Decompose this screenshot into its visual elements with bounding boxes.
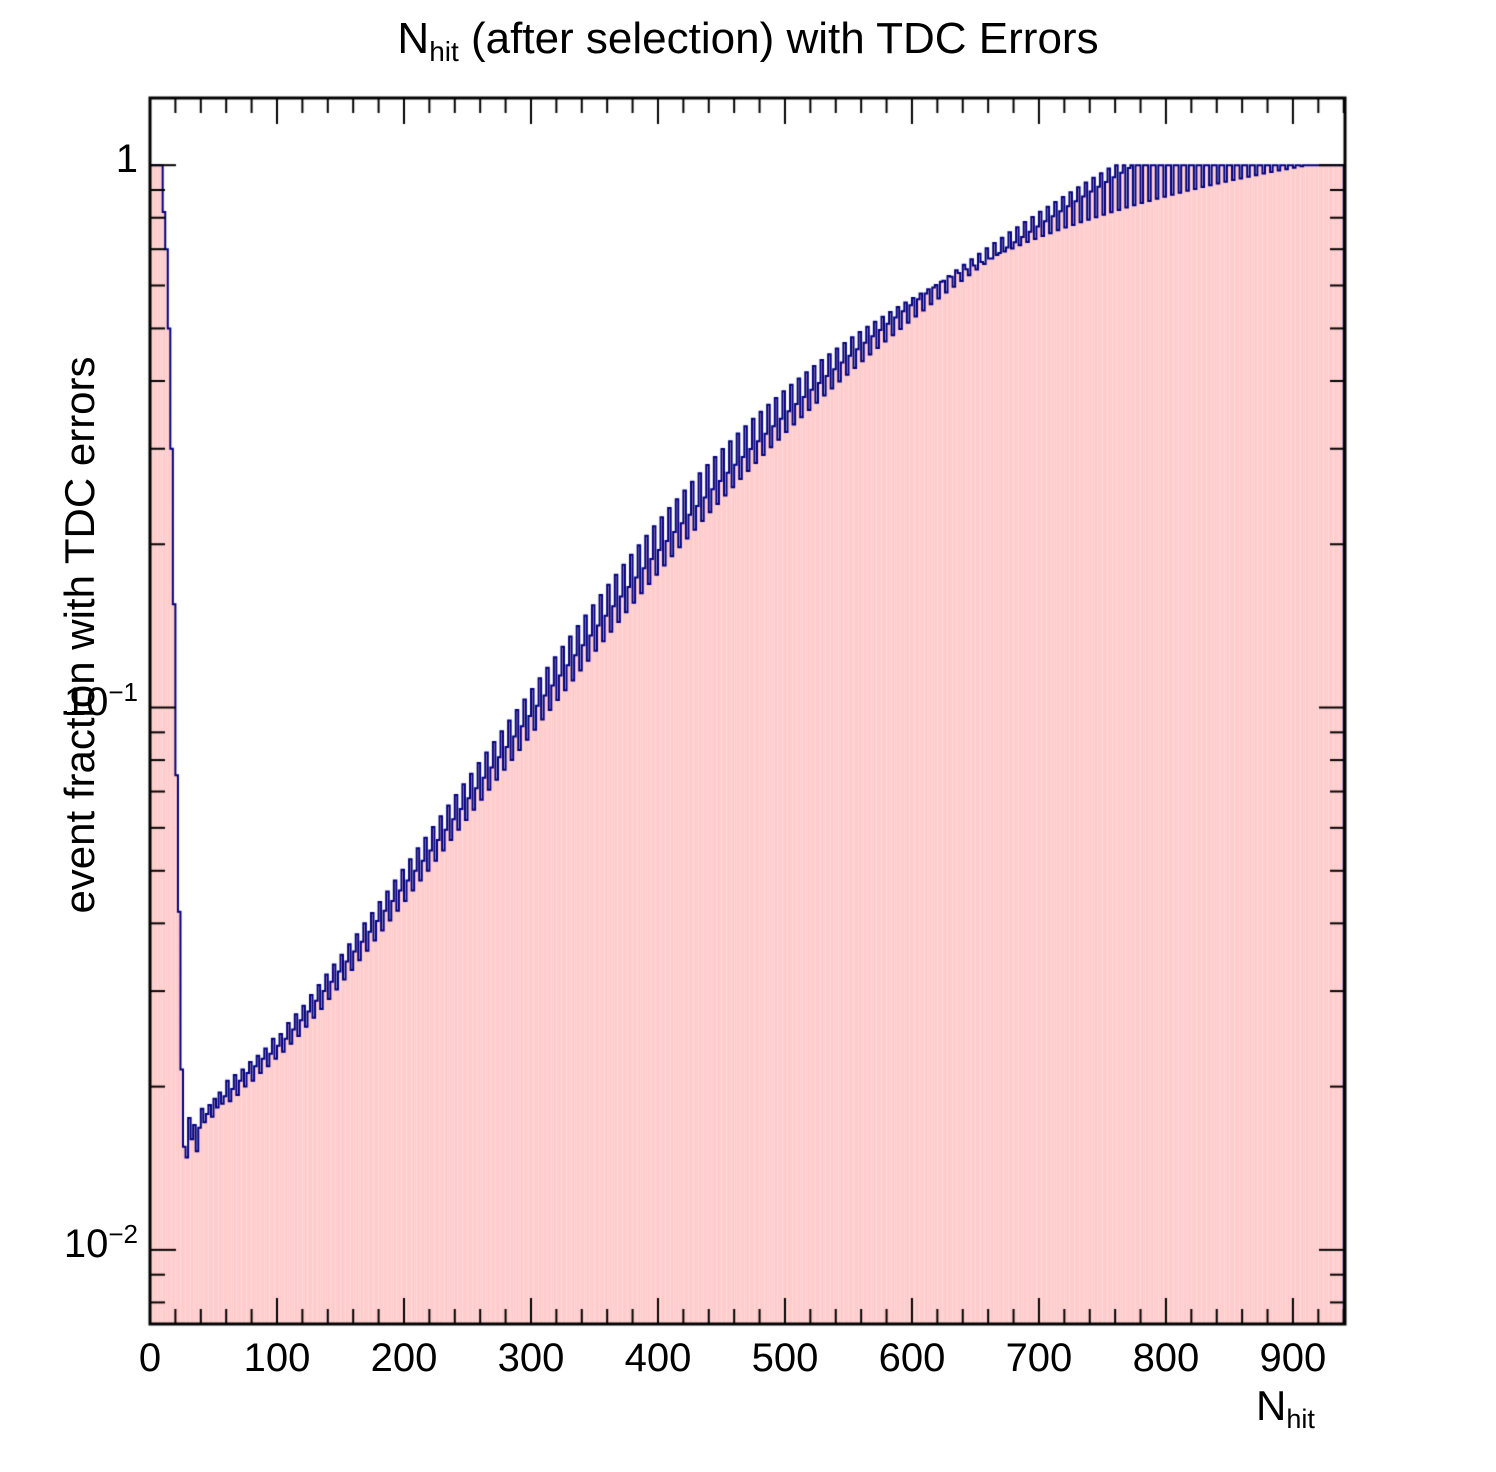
x-tick-label: 700	[1005, 1336, 1073, 1380]
y-tick-exponent: −2	[108, 1218, 138, 1249]
y-tick-label: 10−1	[0, 676, 138, 725]
x-tick-label: 800	[1132, 1336, 1200, 1380]
plot-title: Nhit (after selection) with TDC Errors	[0, 14, 1496, 67]
y-tick-base: 10	[63, 679, 109, 724]
x-tick-label: 400	[624, 1336, 692, 1380]
x-tick-label: 100	[243, 1336, 311, 1380]
plot-title-prefix: N	[397, 14, 430, 63]
y-tick-base: 10	[63, 1221, 109, 1266]
x-tick-label: 200	[370, 1336, 438, 1380]
x-axis-title-subscript: hit	[1286, 1404, 1315, 1434]
x-tick-label: 900	[1259, 1336, 1327, 1380]
x-axis-title: Nhit	[1256, 1382, 1315, 1434]
x-tick-label: 600	[878, 1336, 946, 1380]
x-tick-label: 0	[138, 1336, 162, 1380]
y-tick-label: 10−2	[0, 1218, 138, 1267]
plot-title-subscript: hit	[429, 36, 459, 67]
plot-title-suffix: (after selection) with TDC Errors	[458, 14, 1099, 63]
y-tick-exponent: −1	[108, 676, 138, 707]
x-tick-label: 500	[751, 1336, 819, 1380]
x-axis-title-base: N	[1256, 1382, 1287, 1429]
y-tick-label: 1	[115, 137, 138, 182]
x-tick-label: 300	[497, 1336, 565, 1380]
